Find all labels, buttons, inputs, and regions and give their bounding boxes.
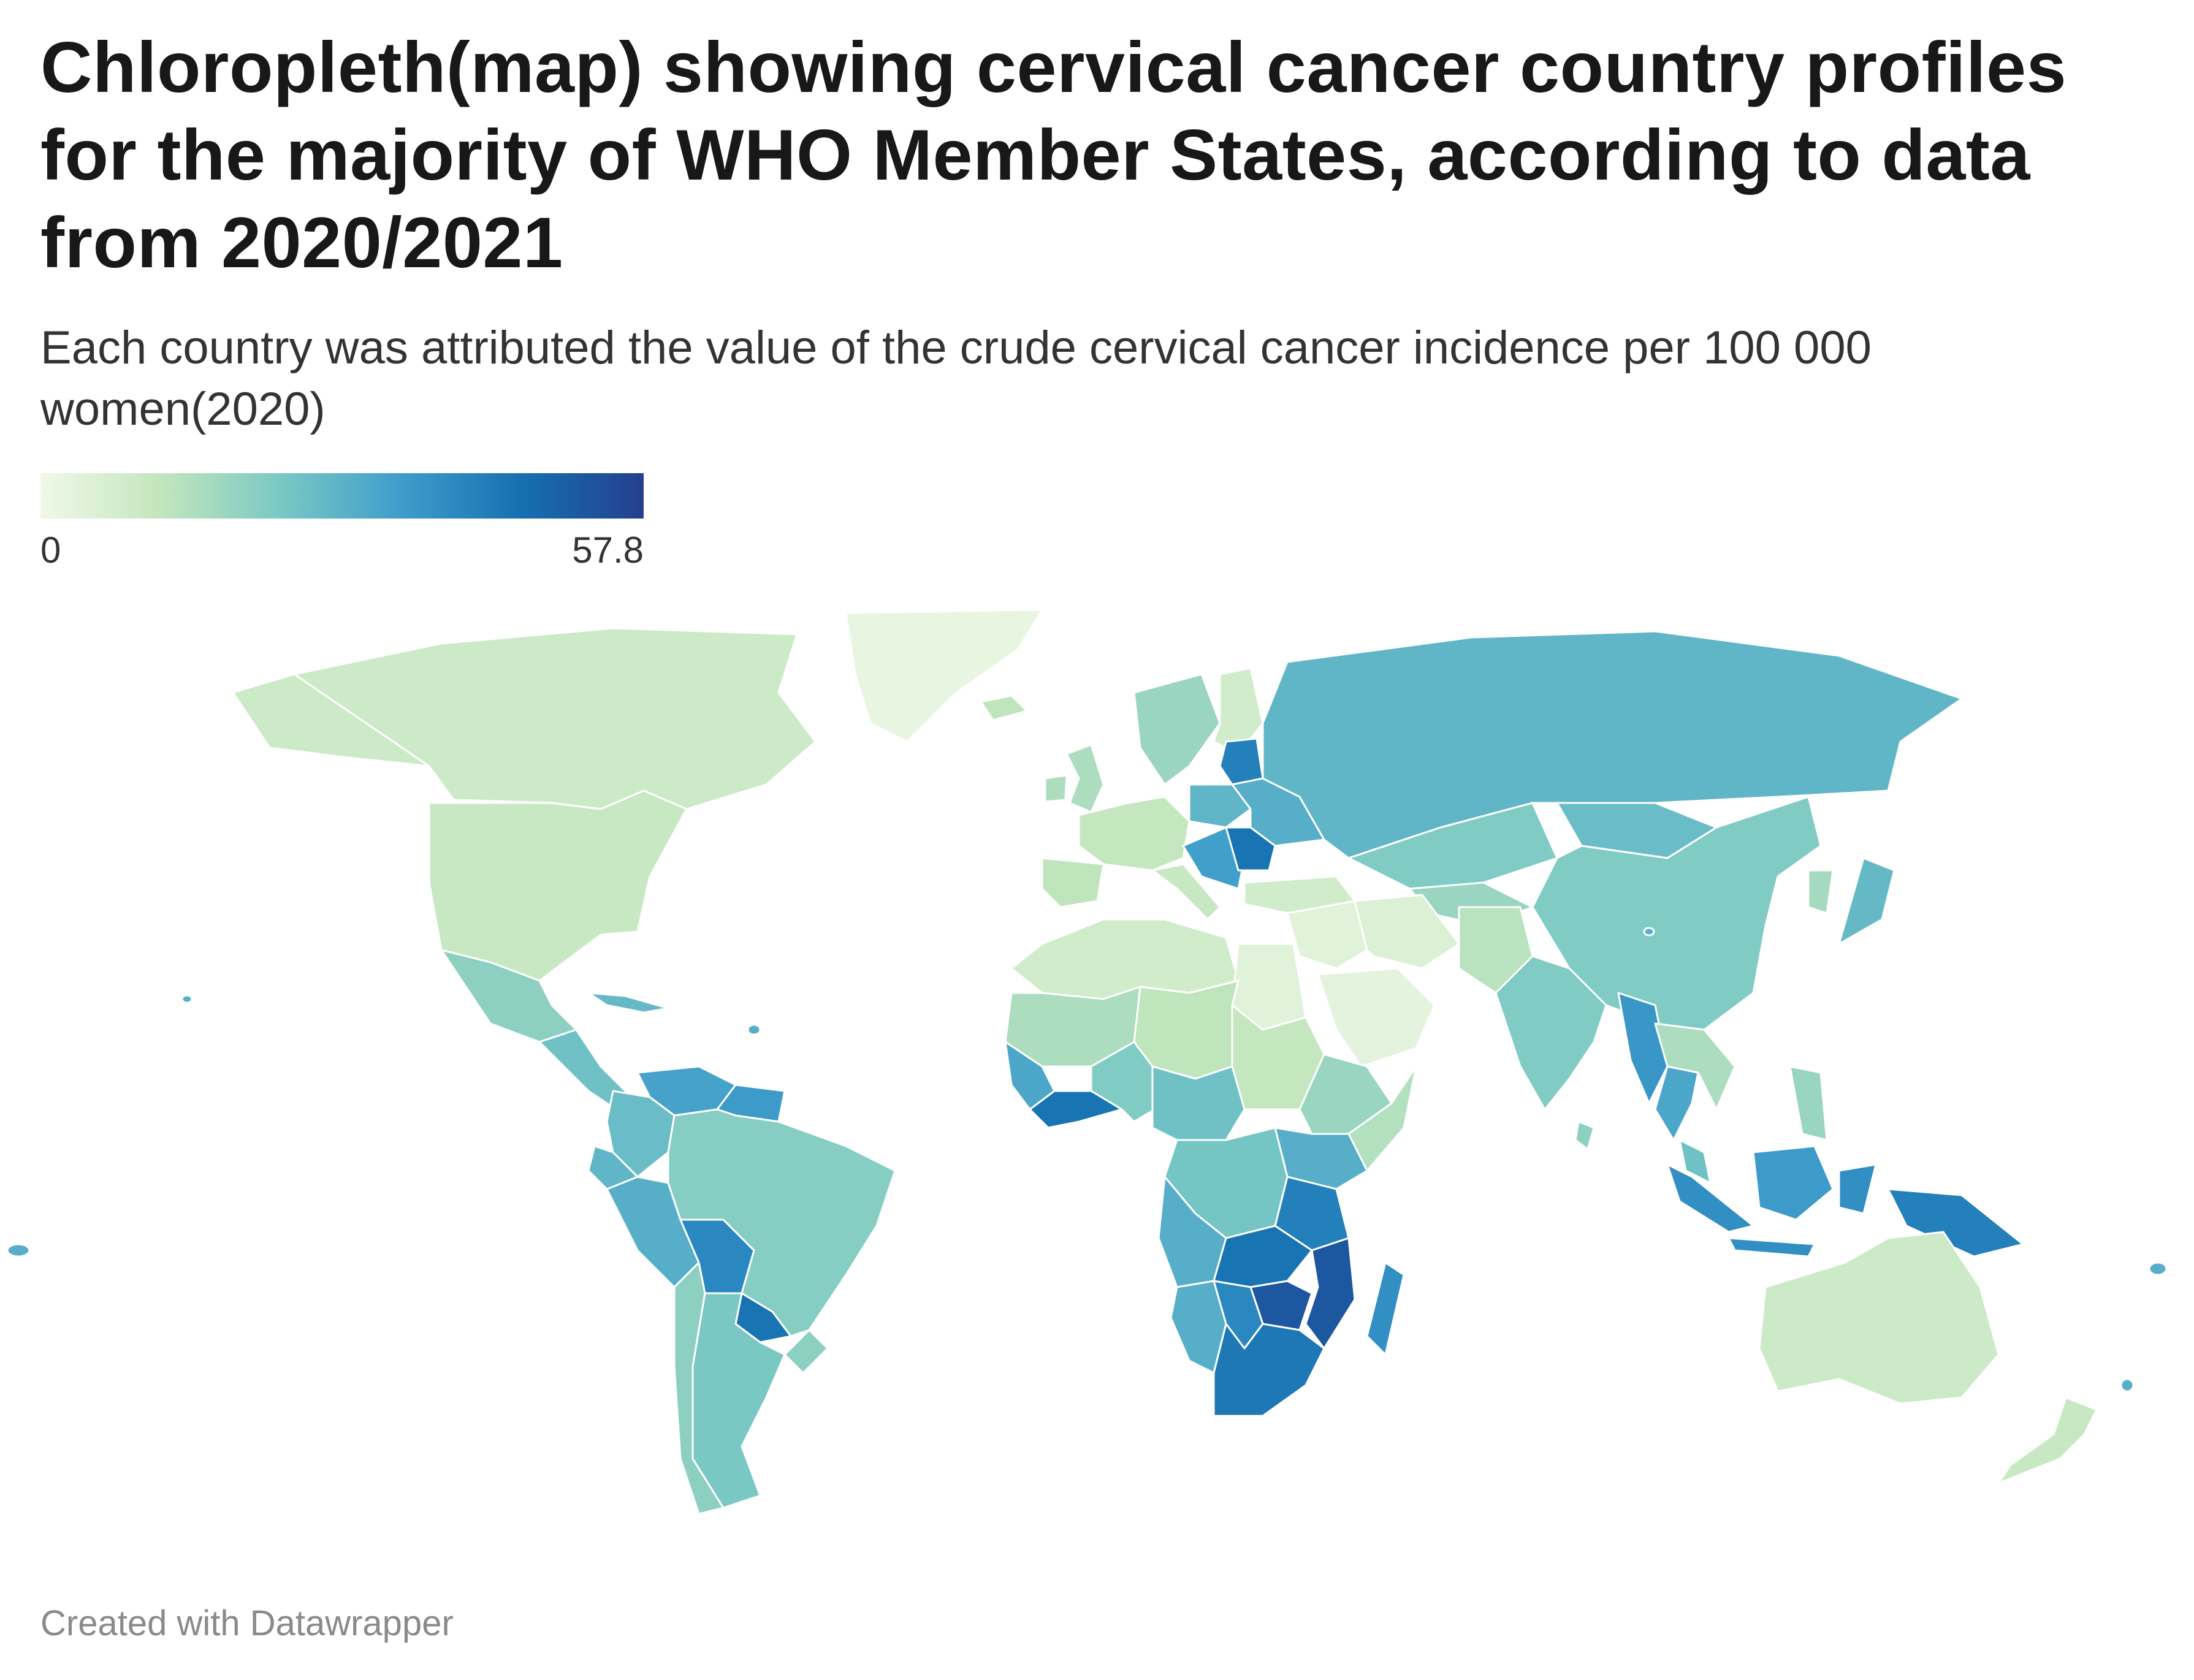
region-nigeria: Nigeria — [1090, 1041, 1166, 1123]
region-small-island-1 — [6, 1243, 31, 1258]
world-choropleth-map: GreenlandCanadaAlaska (USA) United States… — [6, 609, 2168, 1515]
legend-min-label: 0 — [40, 530, 61, 571]
region-cuba: Cuba — [587, 992, 669, 1014]
region-united-states: United States — [428, 789, 688, 982]
region-central-africa: Central Africa — [1151, 1065, 1246, 1141]
region-arabian-peninsula: Arabian Peninsula — [1317, 967, 1436, 1068]
region-india: India — [1495, 955, 1607, 1111]
region-greenland: Greenland — [845, 609, 1043, 743]
region-romania: Romania — [1225, 826, 1276, 872]
region-poland: Poland — [1188, 783, 1252, 829]
region-western-europe: Western Europe — [1078, 796, 1190, 872]
region-balkans: Balkans — [1182, 826, 1246, 890]
region-small-island-3 — [2120, 1378, 2135, 1393]
chart-title: Chloropleth(map) showing cervical cancer… — [40, 27, 2067, 283]
region-sumatra: Sumatra — [1666, 1163, 1754, 1233]
region-russia: Russia — [1262, 630, 1963, 859]
region-sulawesi: Sulawesi — [1838, 1163, 1877, 1215]
region-madagascar: Madagascar — [1366, 1261, 1405, 1356]
region-small-island-2 — [2148, 1261, 2168, 1276]
region-ecuador: Ecuador — [587, 1145, 639, 1190]
region-small-island-6 — [747, 1024, 761, 1036]
region-ireland: Ireland — [1044, 774, 1068, 803]
region-new-zealand: New Zealand — [1997, 1396, 2098, 1484]
chart-subtitle: Each country was attributed the value of… — [40, 322, 1872, 435]
region-new-guinea: New Guinea — [1887, 1188, 2024, 1258]
region-united-kingdom: United Kingdom — [1065, 743, 1105, 813]
region-vietnam-laos: Vietnam & Laos — [1654, 1022, 1736, 1111]
region-australia: Australia — [1758, 1231, 2000, 1405]
region-japan: Japan — [1838, 857, 1895, 945]
region-south-africa: South Africa — [1213, 1323, 1325, 1417]
region-malaysia: Malaysia — [1678, 1139, 1712, 1184]
region-iceland: Iceland — [980, 694, 1028, 721]
region-iberia: Iberia — [1041, 857, 1105, 908]
region-argentina: Argentina — [691, 1292, 786, 1509]
region-brazil: Brazil — [667, 1108, 896, 1337]
region-canada: Canada — [293, 627, 817, 810]
region-middle-east: Middle East — [1286, 900, 1368, 970]
region-korea: Korea — [1807, 869, 1834, 914]
region-horn-of-africa: Horn of Africa — [1347, 1065, 1417, 1172]
region-small-island-4 — [181, 994, 193, 1004]
region-philippines: Philippines — [1789, 1065, 1828, 1141]
region-uruguay: Uruguay — [783, 1329, 829, 1374]
region-italy: Italy — [1151, 863, 1221, 921]
region-malawi-mozambique: Malawi & Mozambique — [1305, 1237, 1356, 1350]
region-north-africa: North Africa — [1010, 918, 1240, 1000]
region-scandinavia: Scandinavia — [1133, 673, 1221, 786]
region-sri-lanka: Sri Lanka — [1574, 1120, 1595, 1150]
region-baltic-states: Baltic States — [1219, 737, 1264, 786]
region-small-island-5 — [1643, 927, 1655, 937]
legend-gradient-bar — [40, 473, 644, 519]
region-borneo: Borneo — [1752, 1145, 1834, 1221]
color-legend: 0 57.8 — [40, 473, 644, 578]
region-iran: Iran — [1354, 894, 1460, 970]
region-java: Java — [1727, 1237, 1816, 1258]
datawrapper-credit: Created with Datawrapper — [40, 1603, 454, 1643]
region-alaska-usa: Alaska (USA) — [232, 673, 430, 767]
legend-max-label: 57.8 — [572, 530, 644, 571]
region-colombia: Colombia — [606, 1090, 676, 1178]
region-myanmar: Myanmar — [1617, 992, 1669, 1104]
